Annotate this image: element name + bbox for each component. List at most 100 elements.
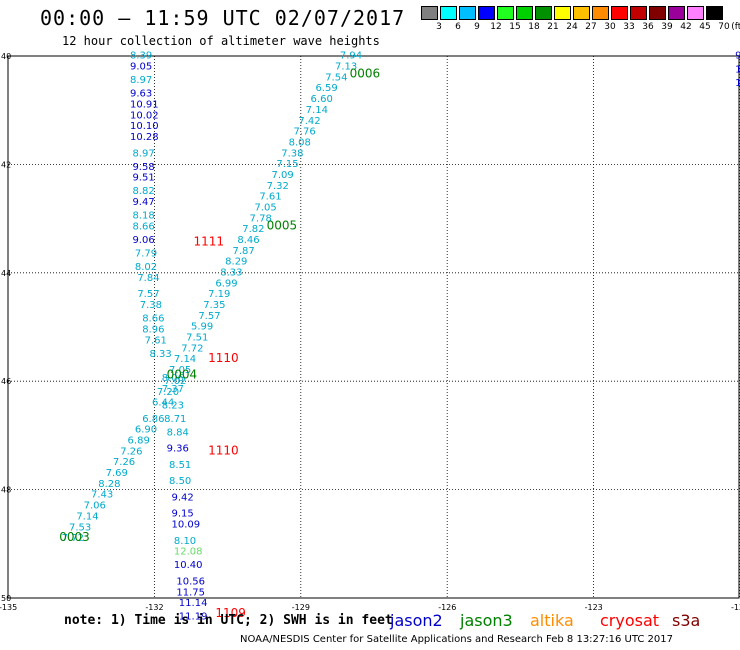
- legend-swatch: [611, 6, 628, 20]
- wave-height-value: 8.23: [162, 400, 184, 411]
- wave-height-value: 6.90: [135, 425, 157, 436]
- legend-swatch: [630, 6, 647, 20]
- wave-height-value: 7.57: [137, 289, 159, 300]
- wave-height-value: 8.82: [132, 186, 154, 197]
- legend-label: 30: [604, 22, 616, 32]
- wave-height-value: 9.36: [167, 444, 189, 455]
- legend-label: 42: [680, 22, 692, 32]
- wave-height-value: 9.47: [132, 197, 154, 208]
- legend-label: 21: [547, 22, 559, 32]
- axis-labels: 40 42 44 46 48 50-135 -132 -129 -126 -123 -120: [0, 52, 740, 612]
- wave-height-value: 7.79: [135, 249, 157, 260]
- wave-height-value: 7.26: [120, 446, 142, 457]
- map-border: [7, 55, 740, 599]
- longitude-label: -126: [438, 603, 456, 612]
- pass-time-label: 0003: [59, 530, 90, 544]
- longitude-label: -135: [0, 603, 17, 612]
- legend-label: 15: [509, 22, 521, 32]
- wave-height-value: 8.66: [132, 221, 154, 232]
- wave-height-value: 7.02: [164, 376, 186, 387]
- legend-swatch: [573, 6, 590, 20]
- wave-height-value: 7.15: [276, 159, 298, 170]
- wave-height-value: 8.97: [132, 148, 154, 159]
- wave-height-value: 7.35: [203, 300, 225, 311]
- credit-line: NOAA/NESDIS Center for Satellite Applica…: [240, 634, 673, 645]
- legend-label: 27: [585, 22, 597, 32]
- latitude-label: 44: [1, 269, 11, 278]
- legend-label: 18: [528, 22, 540, 32]
- legend-swatch: [687, 6, 704, 20]
- wave-height-value: 8.46: [237, 235, 259, 246]
- wave-height-value: 7.84: [137, 273, 159, 284]
- legend-swatch: [706, 6, 723, 20]
- map-grid: [7, 55, 740, 599]
- wave-height-value: 8.50: [169, 476, 191, 487]
- wave-height-value: 7.87: [232, 246, 254, 257]
- latitude-label: 42: [1, 160, 11, 169]
- legend-swatch: [478, 6, 495, 20]
- map-subtitle: 12 hour collection of altimeter wave hei…: [62, 34, 380, 48]
- wave-height-value: 7.57: [198, 311, 220, 322]
- wave-height-value: 7.54: [325, 72, 347, 83]
- wave-height-value: 8.97: [130, 75, 152, 86]
- legend-label: 45: [699, 22, 711, 32]
- wave-height-value: 8.18: [132, 211, 154, 222]
- longitude-label: -120: [731, 603, 740, 612]
- wave-height-value: 7.09: [272, 170, 294, 181]
- satellite-cryosat: cryosat: [600, 611, 660, 630]
- pass-time-label: 0006: [350, 67, 381, 81]
- wave-height-value: 6.59: [315, 83, 337, 94]
- edge-wave-value: 1: [735, 78, 740, 89]
- wave-height-value: 9.15: [171, 509, 193, 520]
- wave-height-value: 8.33: [150, 349, 172, 360]
- wave-height-value: 7.05: [169, 365, 191, 376]
- note-text: note: 1) Time is in UTC; 2) SWH is in fe…: [64, 613, 393, 628]
- wave-height-value: 12.08: [174, 547, 203, 558]
- wave-height-value: 11.75: [176, 587, 205, 598]
- wave-height-value: 7.20: [157, 387, 179, 398]
- latitude-label: 50: [1, 594, 11, 603]
- wave-height-value: 8.08: [289, 137, 311, 148]
- wave-height-value: 7.19: [208, 289, 230, 300]
- wave-height-value: 7.42: [298, 116, 320, 127]
- wave-height-value: 7.78: [250, 213, 272, 224]
- wave-height-value: 7.37: [162, 384, 184, 395]
- wave-height-value: 9.42: [171, 492, 193, 503]
- wave-height-value: 8.29: [225, 257, 247, 268]
- wave-height-value: 7.32: [267, 181, 289, 192]
- longitude-label: -132: [145, 603, 163, 612]
- legend-swatch: [649, 6, 666, 20]
- satellite-s3a: s3a: [672, 611, 701, 630]
- wave-height-value: 7.72: [62, 533, 84, 544]
- legend-swatch: [459, 6, 476, 20]
- legend-label: 36: [642, 22, 654, 32]
- wave-height-value: 8.66: [142, 314, 164, 325]
- legend-swatch: [440, 6, 457, 20]
- legend-swatch: [554, 6, 571, 20]
- wave-height-value: 5.99: [191, 322, 213, 333]
- wave-height-value: 6.89: [128, 436, 150, 447]
- wave-height-value: 7.14: [306, 105, 328, 116]
- wave-height-value: 8.10: [174, 536, 196, 547]
- wave-height-value: 8.51: [169, 460, 191, 471]
- wave-height-value: 10.09: [171, 520, 200, 531]
- map-title: 00:00 – 11:59 UTC 02/07/2017: [40, 6, 406, 30]
- wave-height-value: 7.38: [140, 300, 162, 311]
- wave-height-value: 8.39: [130, 51, 152, 62]
- wave-height-value: 6.86: [142, 414, 164, 425]
- wave-height-value: 7.13: [335, 62, 357, 73]
- wave-height-value: 6.60: [311, 94, 333, 105]
- wave-height-value: 6.44: [152, 398, 174, 409]
- wave-height-value: 8.06: [162, 373, 184, 384]
- latitude-label: 46: [1, 377, 11, 386]
- legend-swatch: [535, 6, 552, 20]
- legend-label: 24: [566, 22, 578, 32]
- legend-swatch: [421, 6, 438, 20]
- wave-height-value: 8.71: [164, 414, 186, 425]
- wave-height-value: 7.61: [145, 335, 167, 346]
- edge-wave-value: 11: [735, 64, 740, 75]
- wave-height-value: 9.63: [130, 89, 152, 100]
- wave-height-value: 10.91: [130, 99, 159, 110]
